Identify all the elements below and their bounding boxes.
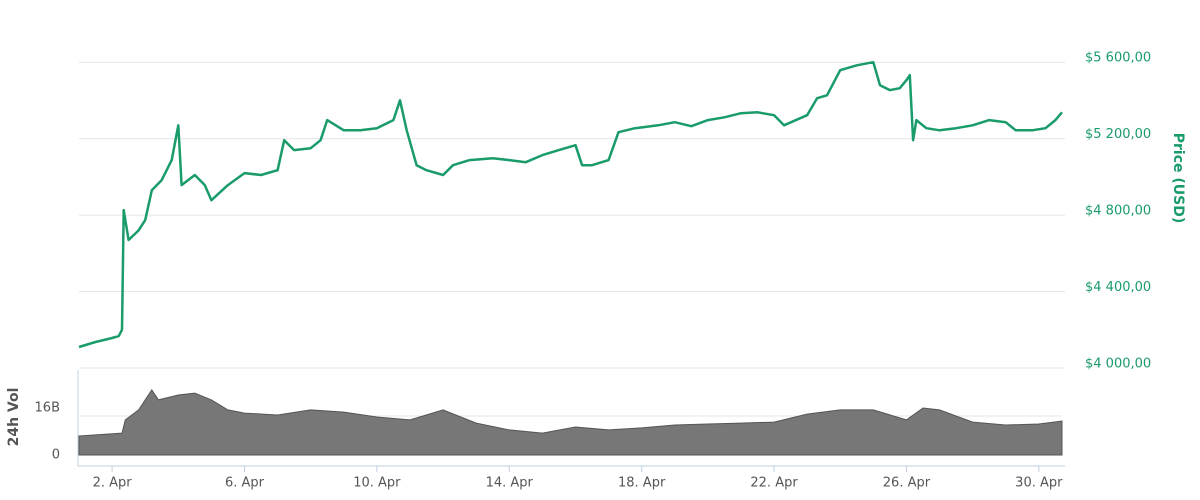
volume-axis-title: 24h Vol xyxy=(6,388,22,447)
y-tick-label: $5 200,00 xyxy=(1085,127,1151,142)
x-tick-label: 10. Apr xyxy=(353,476,401,491)
x-tick-label: 2. Apr xyxy=(93,476,133,491)
y-tick-label: 0 xyxy=(52,448,60,463)
price-line xyxy=(78,60,1063,349)
x-tick-label: 30. Apr xyxy=(1015,476,1063,491)
x-tick-label: 26. Apr xyxy=(883,476,931,491)
x-tick-label: 14. Apr xyxy=(486,476,534,491)
y-tick-label: $4 800,00 xyxy=(1085,204,1151,219)
y-tick-label: $4 000,00 xyxy=(1085,357,1151,372)
volume-area xyxy=(78,388,1063,456)
y-tick-label: $5 600,00 xyxy=(1085,51,1151,66)
x-tick-label: 22. Apr xyxy=(750,476,798,491)
x-tick-label: 6. Apr xyxy=(225,476,265,491)
x-tick-label: 18. Apr xyxy=(618,476,666,491)
y-tick-label: $4 400,00 xyxy=(1085,280,1151,295)
y-tick-label: 16B xyxy=(35,401,60,416)
price-axis-title: Price (USD) xyxy=(1170,133,1186,224)
